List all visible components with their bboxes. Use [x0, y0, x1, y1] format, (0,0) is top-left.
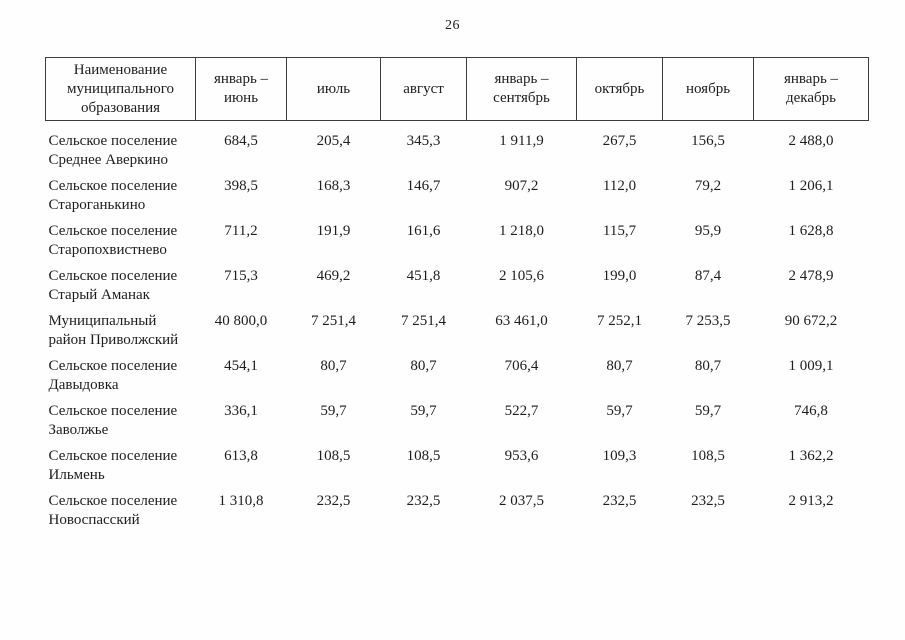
cell-value: 522,7	[504, 403, 539, 419]
header-jul: июль	[286, 57, 381, 121]
table-row: Сельское поселение Староганькино 398,5 1…	[46, 170, 869, 215]
header-jan-dec: январь – декабрь	[753, 57, 869, 121]
cell-value: 7 253,5	[685, 313, 731, 329]
cell-value: 711,2	[224, 223, 258, 239]
cell-value: 715,3	[224, 268, 258, 284]
cell-value: 79,2	[694, 178, 722, 194]
cell-value: 7 251,4	[311, 313, 356, 329]
row-name: Сельское поселение Старый Аманак	[48, 268, 178, 303]
cell-value: 267,5	[602, 133, 637, 149]
cell-value: 59,7	[410, 403, 437, 419]
cell-value: 1 628,8	[788, 223, 834, 239]
cell-value: 684,5	[224, 133, 258, 149]
cell-value: 156,5	[691, 133, 725, 149]
table-row: Сельское поселение Заволжье 336,1 59,7 5…	[46, 395, 869, 440]
municipal-report-table: Наименование муниципального образования …	[45, 57, 869, 530]
header-row: Наименование муниципального образования …	[45, 57, 869, 121]
header-jan-jun: январь – июнь	[195, 57, 287, 121]
cell-value: 40 800,0	[214, 313, 268, 329]
table-row: Сельское поселение Старопохвистнево 711,…	[46, 215, 869, 260]
table-body: Сельское поселение Среднее Аверкино 684,…	[46, 121, 869, 531]
cell-value: 108,5	[316, 448, 351, 464]
table-row: Сельское поселение Давыдовка 454,1 80,7 …	[46, 350, 869, 395]
cell-value: 80,7	[410, 358, 437, 374]
cell-value: 59,7	[320, 403, 347, 419]
cell-value: 59,7	[606, 403, 633, 419]
cell-value: 2 913,2	[788, 493, 834, 509]
cell-value: 87,4	[694, 268, 722, 284]
cell-value: 7 251,4	[401, 313, 446, 329]
cell-value: 205,4	[316, 133, 351, 149]
cell-value: 1 218,0	[499, 223, 544, 239]
cell-value: 80,7	[320, 358, 347, 374]
cell-value: 232,5	[691, 493, 725, 509]
cell-value: 108,5	[691, 448, 725, 464]
cell-value: 2 037,5	[499, 493, 544, 509]
row-name: Сельское поселение Старопохвистнево	[48, 223, 178, 258]
cell-value: 953,6	[504, 448, 539, 464]
table-row: Сельское поселение Ильмень 613,8 108,5 1…	[46, 440, 869, 485]
cell-value: 232,5	[406, 493, 441, 509]
cell-value: 469,2	[316, 268, 351, 284]
cell-value: 108,5	[406, 448, 441, 464]
cell-value: 454,1	[224, 358, 258, 374]
cell-value: 398,5	[224, 178, 258, 194]
cell-value: 232,5	[316, 493, 351, 509]
row-name: Муниципальный район Приволжский	[48, 313, 179, 348]
table-row: Сельское поселение Новоспасский 1 310,8 …	[46, 485, 869, 530]
cell-value: 115,7	[602, 223, 637, 239]
cell-value: 706,4	[504, 358, 539, 374]
cell-value: 2 478,9	[788, 268, 834, 284]
cell-value: 80,7	[606, 358, 633, 374]
cell-value: 95,9	[694, 223, 722, 239]
cell-value: 2 105,6	[499, 268, 544, 284]
cell-value: 80,7	[694, 358, 722, 374]
row-name: Сельское поселение Ильмень	[48, 448, 178, 483]
row-name: Сельское поселение Давыдовка	[48, 358, 178, 393]
cell-value: 1 911,9	[499, 133, 544, 149]
cell-value: 1 009,1	[788, 358, 834, 374]
cell-value: 746,8	[794, 403, 828, 419]
header-jan-sep: январь – сентябрь	[466, 57, 577, 121]
cell-value: 7 252,1	[597, 313, 642, 329]
header-aug: август	[380, 57, 467, 121]
cell-value: 199,0	[602, 268, 637, 284]
header-nov: ноябрь	[662, 57, 754, 121]
row-name: Сельское поселение Новоспасский	[48, 493, 178, 528]
cell-value: 161,6	[406, 223, 441, 239]
row-name: Сельское поселение Староганькино	[48, 178, 178, 213]
cell-value: 451,8	[406, 268, 441, 284]
row-name: Сельское поселение Заволжье	[48, 403, 178, 438]
page-number: 26	[445, 18, 460, 33]
cell-value: 90 672,2	[784, 313, 838, 329]
cell-value: 1 362,2	[788, 448, 834, 464]
cell-value: 191,9	[316, 223, 351, 239]
table-header: Наименование муниципального образования …	[45, 57, 869, 121]
table-row: Сельское поселение Старый Аманак 715,3 4…	[46, 260, 869, 305]
cell-value: 2 488,0	[788, 133, 834, 149]
cell-value: 613,8	[224, 448, 258, 464]
cell-value: 1 310,8	[218, 493, 264, 509]
header-oct: октябрь	[576, 57, 663, 121]
row-name: Сельское поселение Среднее Аверкино	[48, 133, 178, 168]
cell-value: 59,7	[694, 403, 722, 419]
cell-value: 112,0	[602, 178, 637, 194]
cell-value: 109,3	[602, 448, 637, 464]
cell-value: 907,2	[504, 178, 539, 194]
cell-value: 336,1	[224, 403, 258, 419]
cell-value: 1 206,1	[788, 178, 834, 194]
cell-value: 232,5	[602, 493, 637, 509]
cell-value: 345,3	[406, 133, 441, 149]
cell-value: 168,3	[316, 178, 351, 194]
cell-value: 146,7	[406, 178, 441, 194]
table-row: Сельское поселение Среднее Аверкино 684,…	[46, 121, 869, 171]
table-row: Муниципальный район Приволжский 40 800,0…	[46, 305, 869, 350]
cell-value: 63 461,0	[495, 313, 548, 329]
header-municipality: Наименование муниципального образования	[45, 57, 196, 121]
